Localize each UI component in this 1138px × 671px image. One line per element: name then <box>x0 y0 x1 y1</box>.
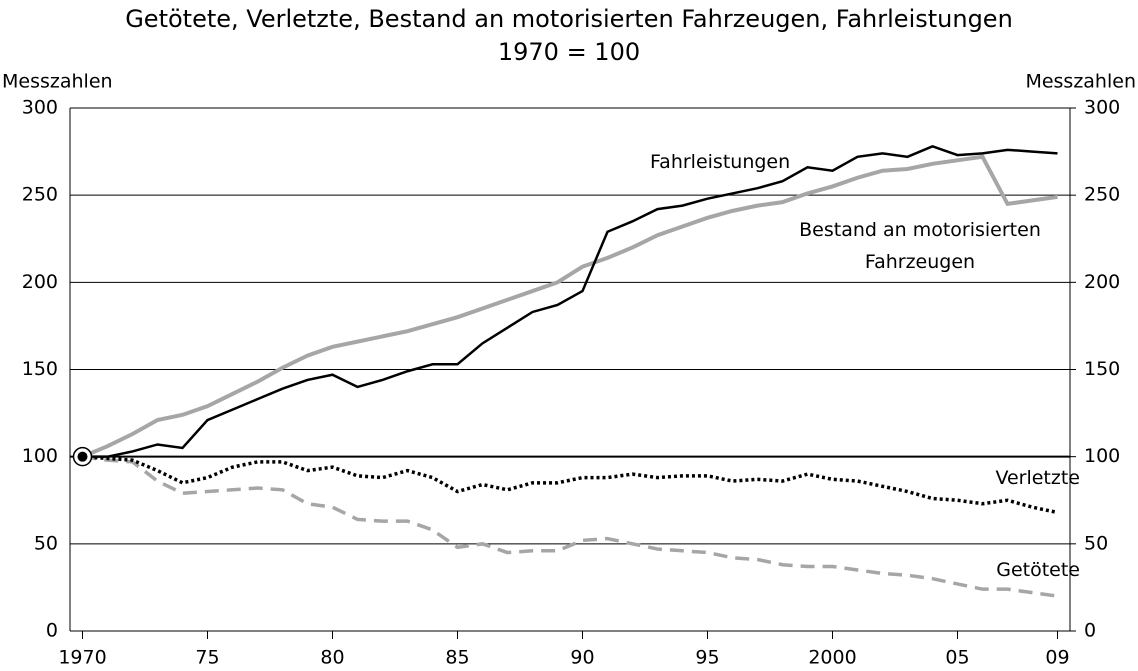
line-series <box>81 154 1058 459</box>
y-tick-label: 0 <box>46 620 58 642</box>
base-marker-dot <box>77 451 88 462</box>
y-tick-label: 100 <box>22 445 58 467</box>
series-label: Fahrleistungen <box>650 151 791 173</box>
line-series <box>82 454 1058 515</box>
x-tick-label: 80 <box>320 647 344 669</box>
y-tick-label: 150 <box>22 358 58 380</box>
y2-tick-label: 0 <box>1084 620 1096 642</box>
x-tick-label: 85 <box>445 647 469 669</box>
y2-axis-label: Messzahlen <box>1025 71 1136 93</box>
y-tick-label: 200 <box>22 271 58 293</box>
x-tick-label: 95 <box>695 647 719 669</box>
y2-tick-label: 150 <box>1084 358 1120 380</box>
x-tick-label: 90 <box>570 647 594 669</box>
x-tick-label: 75 <box>195 647 219 669</box>
line-series <box>82 454 1058 598</box>
y2-tick-label: 300 <box>1084 97 1120 119</box>
x-tick-label: 09 <box>1045 647 1069 669</box>
y-tick-label: 250 <box>22 184 58 206</box>
series-label: Verletzte <box>995 467 1080 489</box>
x-tick-label: 2000 <box>808 647 856 669</box>
y2-tick-label: 250 <box>1084 184 1120 206</box>
y2-tick-label: 200 <box>1084 271 1120 293</box>
y-axis-label: Messzahlen <box>2 71 113 93</box>
series-label: Getötete <box>996 559 1080 581</box>
y-tick-label: 300 <box>22 97 58 119</box>
y2-tick-label: 100 <box>1084 445 1120 467</box>
x-tick-label: 1970 <box>58 647 106 669</box>
chart-subtitle: 1970 = 100 <box>498 38 640 66</box>
x-tick-label: 05 <box>945 647 969 669</box>
chart-title: Getötete, Verletzte, Bestand an motorisi… <box>125 5 1013 33</box>
y-tick-label: 50 <box>34 532 58 554</box>
line-series <box>82 145 1058 458</box>
series-label: Bestand an motorisierten Fahrzeugen <box>799 219 1041 273</box>
y2-tick-label: 50 <box>1084 532 1108 554</box>
